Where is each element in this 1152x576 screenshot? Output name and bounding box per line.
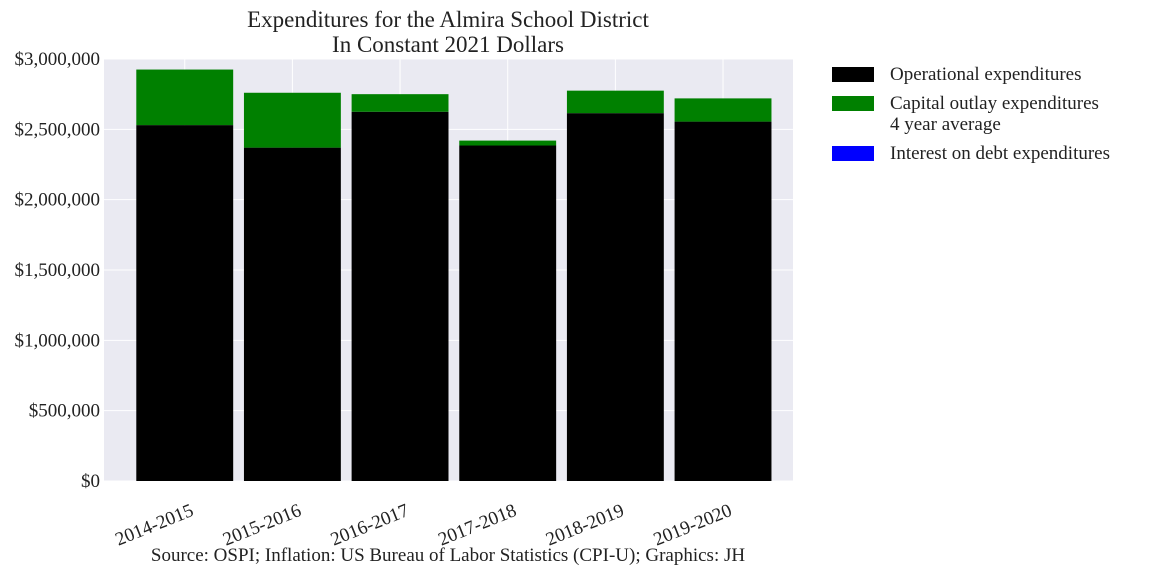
bar-segment bbox=[136, 125, 234, 481]
x-tick-label: 2014-2015 bbox=[112, 500, 196, 550]
bar-segment bbox=[566, 113, 664, 481]
x-tick-label: 2015-2016 bbox=[220, 500, 304, 550]
bar-segment bbox=[459, 145, 557, 481]
legend-label: Capital outlay expenditures 4 year avera… bbox=[890, 93, 1099, 135]
y-tick-label: $500,000 bbox=[29, 401, 100, 422]
legend-label: Interest on debt expenditures bbox=[890, 143, 1111, 164]
chart-title: Expenditures for the Almira School Distr… bbox=[247, 7, 649, 57]
y-tick-label: $2,000,000 bbox=[15, 190, 101, 211]
x-tick-label: 2019-2020 bbox=[651, 500, 735, 550]
chart-caption: Source: OSPI; Inflation: US Bureau of La… bbox=[151, 545, 745, 566]
x-tick-label: 2016-2017 bbox=[328, 500, 412, 550]
bar-segment bbox=[136, 69, 234, 126]
legend: Operational expenditures Capital outlay e… bbox=[832, 64, 1142, 172]
chart-title-line: In Constant 2021 Dollars bbox=[332, 32, 564, 57]
bar-segment bbox=[459, 140, 557, 146]
y-tick-label: $0 bbox=[81, 471, 100, 492]
y-tick-label: $3,000,000 bbox=[15, 49, 101, 70]
bar-segment bbox=[351, 111, 449, 481]
legend-swatch bbox=[832, 67, 874, 82]
bars bbox=[136, 69, 772, 481]
x-tick-labels: 2014-2015 2015-2016 2016-2017 2017-2018 2018… bbox=[112, 500, 734, 550]
legend-item: Interest on debt expenditures bbox=[832, 143, 1142, 164]
legend-item: Capital outlay expenditures 4 year avera… bbox=[832, 93, 1142, 135]
x-tick-label: 2018-2019 bbox=[543, 500, 627, 550]
legend-item: Operational expenditures bbox=[832, 64, 1142, 85]
legend-label: Operational expenditures bbox=[890, 64, 1082, 85]
bar-segment bbox=[566, 90, 664, 114]
y-tick-label: $1,500,000 bbox=[15, 260, 101, 281]
bar-segment bbox=[674, 121, 772, 481]
y-tick-label: $2,500,000 bbox=[15, 119, 101, 140]
bar-segment bbox=[243, 92, 341, 148]
bar-segment bbox=[674, 98, 772, 122]
chart-title-line: Expenditures for the Almira School Distr… bbox=[247, 7, 649, 32]
x-tick-label: 2017-2018 bbox=[435, 500, 519, 550]
legend-swatch bbox=[832, 96, 874, 111]
bar-segment bbox=[243, 147, 341, 481]
y-tick-labels: $0 $500,000 $1,000,000 $1,500,000 $2,000,000… bbox=[15, 49, 101, 492]
bar-segment bbox=[351, 94, 449, 112]
y-tick-label: $1,000,000 bbox=[15, 330, 101, 351]
legend-swatch bbox=[832, 146, 874, 161]
